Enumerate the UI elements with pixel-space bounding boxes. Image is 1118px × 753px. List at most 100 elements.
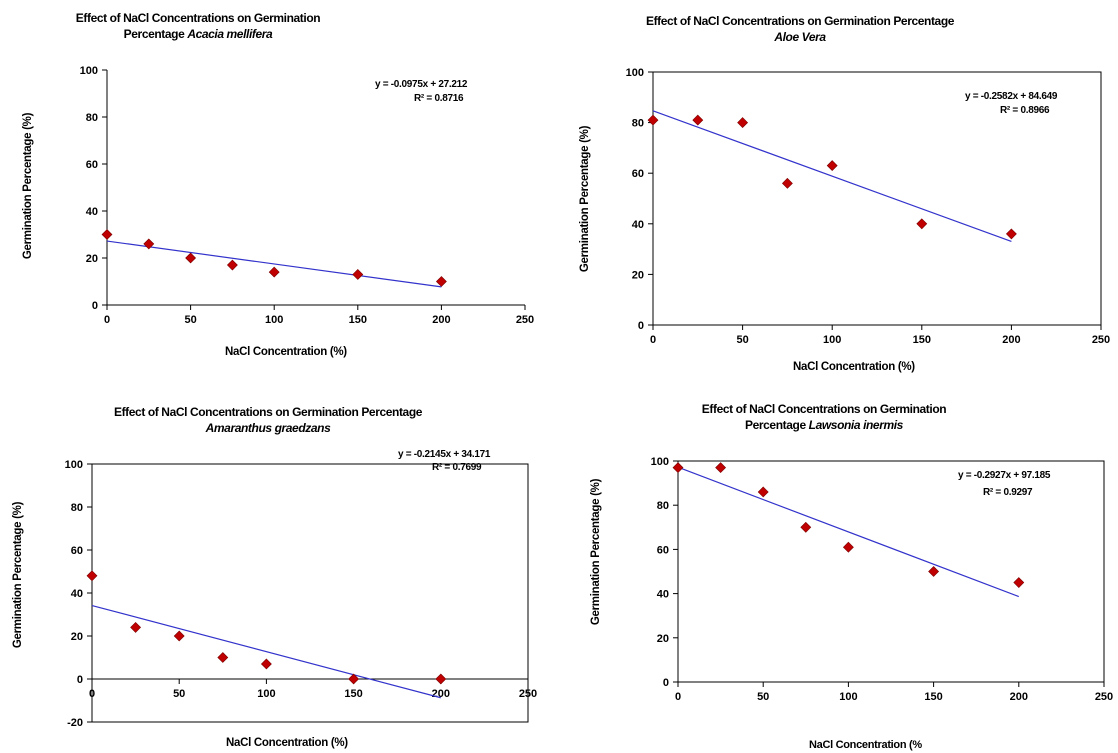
y-tick-label: 100 (651, 456, 669, 468)
y-tick-label: 40 (86, 206, 98, 218)
data-point (826, 160, 838, 172)
data-point (692, 114, 704, 126)
chart-title: Effect of NaCl Concentrations on Germina… (48, 10, 348, 42)
x-tick-label: 50 (736, 334, 748, 346)
data-point (173, 630, 185, 642)
y-tick-label: 100 (80, 65, 98, 77)
x-tick-label: 0 (89, 688, 95, 700)
y-tick-label: 20 (71, 631, 83, 643)
data-point (1013, 577, 1025, 588)
plot-area: 0 20 40 60 80 100 0 50 100 150 200 250 (80, 65, 535, 326)
x-tick-label: 200 (1010, 691, 1028, 703)
trendline-equation: y = -0.2927x + 97.185 (958, 470, 1051, 481)
data-point (715, 462, 727, 474)
species-name: Acacia mellifera (187, 27, 273, 41)
chart-title: Effect of NaCl Concentrations on Germina… (664, 401, 984, 433)
plot-area: 0 20 40 60 80 100 0 50 100 150 200 250 (651, 456, 1114, 703)
x-axis-label: NaCl Concentration (%) (226, 737, 348, 749)
trendline-r2: R² = 0.9297 (983, 487, 1033, 498)
plot-frame (677, 460, 1105, 683)
x-tick-label: 0 (104, 314, 110, 326)
y-tick-label: 20 (86, 253, 98, 265)
species-name: Aloe Vera (774, 30, 826, 44)
trendline (106, 240, 442, 288)
x-tick-label: 50 (757, 691, 769, 703)
y-tick-label: 0 (92, 300, 98, 312)
data-point (268, 266, 280, 278)
y-tick-label: 80 (71, 502, 83, 514)
x-tick-label: 150 (913, 334, 931, 346)
data-point (130, 621, 142, 633)
x-tick-label: 100 (823, 334, 841, 346)
y-tick-label: 80 (632, 118, 644, 130)
x-tick-label: 150 (349, 314, 367, 326)
x-tick-label: 200 (432, 314, 450, 326)
y-tick-label: -20 (67, 717, 83, 729)
species-name: Amaranthus graedzans (205, 421, 331, 435)
y-tick-label: 40 (632, 219, 644, 231)
trendline-r2: R² = 0.8716 (414, 93, 464, 104)
data-point (185, 252, 197, 264)
y-tick-label: 0 (638, 320, 644, 332)
trendline-equation: y = -0.2145x + 34.171 (398, 449, 491, 460)
chart-title: Effect of NaCl Concentrations on Germina… (48, 404, 488, 436)
plot-frame (652, 71, 1102, 326)
x-tick-label: 250 (516, 314, 534, 326)
x-axis-label: NaCl Concentration (%) (225, 346, 347, 358)
x-tick-label: 50 (173, 688, 185, 700)
y-tick-label: 40 (71, 588, 83, 600)
data-point (101, 229, 113, 240)
chart-title-line1: Effect of NaCl Concentrations on Germina… (75, 11, 321, 25)
trendline (677, 466, 1020, 598)
chart-title-line2: Percentage (745, 418, 809, 432)
x-tick-label: 200 (1002, 334, 1020, 346)
data-point (672, 462, 684, 474)
x-tick-label: 150 (924, 691, 942, 703)
y-tick-label: 0 (77, 674, 83, 686)
y-tick-label: 60 (632, 168, 644, 180)
trendline-r2: R² = 0.8966 (1000, 105, 1050, 116)
x-axis-label: NaCl Concentration (%) (793, 361, 915, 373)
y-tick-label: 20 (632, 269, 644, 281)
chart-title-line2: Percentage (123, 27, 188, 41)
y-tick-label: 20 (657, 633, 669, 645)
trendline (652, 110, 1012, 243)
x-tick-label: 0 (675, 691, 681, 703)
data-point (781, 177, 793, 189)
plot-area: -20 0 20 40 60 80 100 0 50 100 150 200 250 (65, 459, 538, 729)
data-point (352, 269, 364, 280)
data-point (737, 117, 749, 129)
data-point (647, 114, 659, 126)
y-tick-label: 100 (626, 67, 644, 79)
species-name: Lawsonia inermis (808, 418, 904, 432)
x-axis-label: NaCl Concentration (% (809, 739, 922, 751)
chart-title-line1: Effect of NaCl Concentrations on Germina… (113, 405, 423, 419)
y-tick-label: 60 (657, 544, 669, 556)
y-tick-label: 60 (71, 545, 83, 557)
chart-amaranthus: Effect of NaCl Concentrations on Germina… (0, 376, 560, 753)
x-tick-label: 250 (519, 688, 537, 700)
chart-lawsonia: Effect of NaCl Concentrations on Germina… (560, 376, 1118, 753)
chart-acacia: Effect of NaCl Concentrations on Germina… (0, 0, 560, 376)
y-tick-label: 80 (86, 112, 98, 124)
trendline-equation: y = -0.0975x + 27.212 (375, 79, 468, 90)
data-point (800, 521, 812, 533)
data-point (1005, 228, 1017, 240)
data-point (435, 276, 447, 287)
x-tick-label: 250 (1092, 334, 1110, 346)
trendline-r2: R² = 0.7699 (432, 462, 482, 473)
data-point (226, 259, 238, 271)
plot-area: 0 20 40 60 80 100 0 50 100 150 200 250 (626, 67, 1111, 346)
data-point (435, 673, 447, 685)
y-tick-label: 40 (657, 589, 669, 601)
y-tick-label: 80 (657, 500, 669, 512)
x-tick-label: 100 (257, 688, 275, 700)
data-point (928, 566, 940, 577)
x-tick-label: 250 (1095, 691, 1113, 703)
x-tick-label: 50 (184, 314, 196, 326)
chart-title-line1: Effect of NaCl Concentrations on Germina… (701, 402, 947, 416)
x-tick-label: 100 (265, 314, 283, 326)
x-tick-label: 0 (650, 334, 656, 346)
x-tick-label: 150 (344, 688, 362, 700)
data-point (143, 238, 155, 250)
